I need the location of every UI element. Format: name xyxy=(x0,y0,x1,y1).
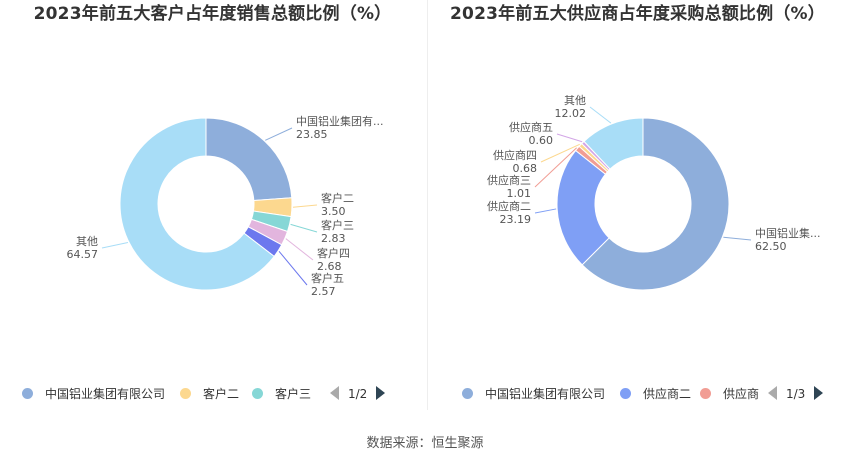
legend-dot xyxy=(180,388,191,399)
legend-label: 中国铝业集团有限公司 xyxy=(45,387,166,401)
slice-value-label: 3.50 xyxy=(321,205,346,218)
prev-page-icon[interactable] xyxy=(768,386,777,400)
legend-pager: 1/3 xyxy=(768,384,824,404)
slice-label: 客户二 xyxy=(321,191,354,205)
label-leader-line xyxy=(556,133,583,143)
data-source: 数据来源：恒生聚源 xyxy=(366,436,484,451)
slice-label: 供应商三 xyxy=(487,173,531,187)
slice-value-label: 1.01 xyxy=(507,187,532,200)
label-leader-line xyxy=(278,250,308,286)
chart-title-text: 2023年前五大供应商占年度采购总额比例（%） xyxy=(450,4,825,24)
legend-label: 供应商 xyxy=(723,387,760,401)
legend-item[interactable]: 供应商二 xyxy=(620,384,691,404)
slice-value-label: 64.57 xyxy=(67,248,99,261)
legend-item[interactable]: 客户三 xyxy=(252,384,311,404)
slice-value-label: 2.83 xyxy=(321,232,346,245)
label-leader-line xyxy=(285,238,314,261)
slice-label: 供应商五 xyxy=(509,120,553,134)
pie-slice xyxy=(119,117,275,291)
slice-value-label: 2.57 xyxy=(311,285,336,298)
slice-label: 中国铝业集... xyxy=(755,226,821,240)
legend-label: 客户三 xyxy=(275,387,312,401)
customer-chart-panel: 2023年前五大客户占年度销售总额比例（%） 中国铝业集团有... 23.85 客户… xyxy=(0,0,425,410)
slice-label: 供应商二 xyxy=(487,199,531,213)
slice-value-label: 23.19 xyxy=(500,213,532,226)
legend-dot xyxy=(252,388,263,399)
label-leader-line xyxy=(534,208,557,214)
slice-label: 客户四 xyxy=(317,246,350,260)
legend-page-indicator: 1/2 xyxy=(348,387,368,401)
legend-page-indicator: 1/3 xyxy=(786,387,806,401)
label-leader-line xyxy=(534,147,577,188)
legend-item[interactable]: 客户二 xyxy=(180,384,239,404)
legend-dot xyxy=(700,388,711,399)
slice-label: 客户五 xyxy=(311,271,344,285)
slice-value-label: 23.85 xyxy=(296,128,328,141)
label-leader-line xyxy=(540,143,580,163)
prev-page-icon[interactable] xyxy=(330,386,339,400)
pie-slice xyxy=(583,117,644,170)
legend-label: 客户二 xyxy=(203,387,240,401)
slice-value-label: 0.60 xyxy=(529,134,554,147)
legend-label: 中国铝业集团有限公司 xyxy=(485,387,606,401)
customer-donut-chart: 中国铝业集团有...23.85 客户二3.50客户三2.83客户四2.68客户五2… xyxy=(67,114,384,298)
label-leader-line xyxy=(589,106,612,124)
next-page-icon[interactable] xyxy=(376,386,386,400)
pie-slice xyxy=(581,117,730,291)
pie-slice xyxy=(205,117,293,202)
slice-value-label: 62.50 xyxy=(755,240,787,253)
label-leader-line xyxy=(101,241,129,249)
slice-label: 其他 xyxy=(76,235,98,248)
legend-dot xyxy=(620,388,631,399)
legend-dot xyxy=(22,388,33,399)
slice-value-label: 2.68 xyxy=(317,260,342,273)
slice-label: 供应商四 xyxy=(493,148,537,162)
slice-value-label: 12.02 xyxy=(555,107,587,120)
label-leader-line xyxy=(723,236,752,241)
next-page-icon[interactable] xyxy=(814,386,824,400)
legend-item[interactable]: 中国铝业集团有限公司 xyxy=(22,384,165,404)
legend-pager: 1/2 xyxy=(330,384,386,404)
slice-value-label: 0.68 xyxy=(513,162,538,175)
supplier-chart-panel: 2023年前五大供应商占年度采购总额比例（%） 中国铝业集... 62.50 供应商… xyxy=(425,0,850,410)
chart-legend: 中国铝业集团有限公司 客户二 客户三 1/2 xyxy=(0,384,425,404)
label-leader-line xyxy=(292,204,318,208)
slice-label: 中国铝业集团有... xyxy=(296,114,384,128)
panel-divider xyxy=(427,0,428,410)
slice-label: 客户三 xyxy=(321,218,354,232)
legend-item[interactable]: 供应商 xyxy=(700,384,759,404)
legend-dot xyxy=(462,388,473,399)
legend-label: 供应商二 xyxy=(643,387,692,401)
chart-legend: 中国铝业集团有限公司 供应商二 供应商 1/3 xyxy=(425,384,850,404)
legend-item[interactable]: 中国铝业集团有限公司 xyxy=(462,384,605,404)
label-leader-line xyxy=(265,127,293,141)
label-leader-line xyxy=(290,223,318,233)
slice-label: 其他 xyxy=(564,94,586,107)
chart-title: 2023年前五大供应商占年度采购总额比例（%） xyxy=(425,4,850,25)
chart-title: 2023年前五大客户占年度销售总额比例（%） xyxy=(33,4,392,24)
